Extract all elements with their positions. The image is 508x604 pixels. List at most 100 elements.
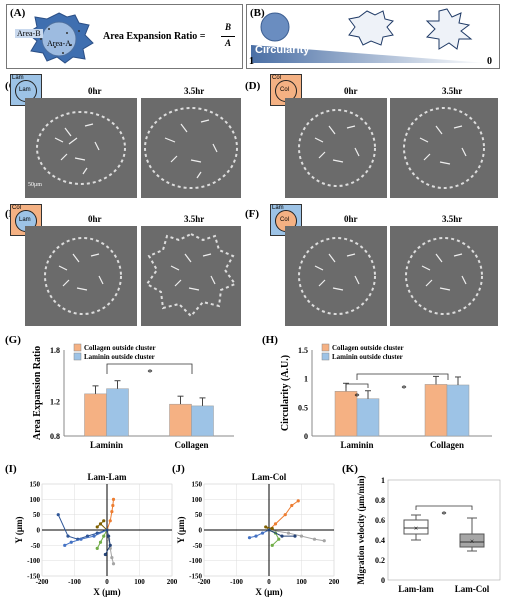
y-tick-label: 100: [30, 496, 41, 504]
trajectory-point: [299, 534, 304, 538]
plot-area: [387, 479, 501, 581]
panel-d-time0: 0hr: [344, 86, 358, 96]
trajectory-point: [92, 534, 96, 538]
circularity-gradient: [251, 8, 487, 63]
panel-a: (A) Area-B Area-A Area Expansion Ratio =…: [6, 4, 243, 69]
x-tick-label: Collagen: [430, 440, 464, 450]
bar: [356, 398, 380, 437]
formula-bar: [221, 36, 235, 37]
y-tick-label: 0.4: [375, 536, 385, 545]
y-axis-label: Y (μm): [14, 516, 24, 543]
trajectory-point: [79, 537, 83, 541]
bar: [424, 384, 448, 437]
x-tick-label: -200: [198, 578, 211, 586]
trajectory-point: [280, 534, 284, 538]
chart-h-svg: 0 0.5 1 1.5 Circularity (A.U.) Laminin Collage…: [280, 343, 492, 450]
panel-d-label: (D): [245, 80, 261, 92]
x-tick-label: 0: [105, 578, 109, 586]
y-tick-label: 0: [381, 576, 385, 585]
circularity-min: 1: [249, 56, 254, 67]
x-tick-label: 200: [167, 578, 178, 586]
trajectory-point: [95, 525, 99, 529]
panel-k-label: (K): [342, 463, 358, 475]
y-tick-label: 100: [192, 496, 203, 504]
y-axis-label: Y (μm): [176, 516, 186, 543]
trajectory-point: [254, 534, 258, 538]
chart-j-svg: Lam-Col -200 -100 0 100 200 150 100 50 0 -50 -100 -1…: [176, 472, 340, 597]
panel-d-image-0hr: [285, 98, 387, 198]
x-tick-label: 0: [267, 578, 271, 586]
trajectory-point: [103, 552, 107, 557]
panel-b: (B) Circularity 1 0: [246, 4, 500, 69]
trajectory-point: [98, 540, 103, 544]
panel-c-time0: 0hr: [88, 86, 102, 96]
y-tick-label: 1.5: [298, 346, 308, 355]
trajectory-line: [268, 500, 299, 531]
x-tick-label: -100: [230, 578, 243, 586]
trajectory-point: [273, 522, 278, 526]
trajectory-point: [108, 543, 112, 547]
scale-bar-label: 50μm: [28, 182, 42, 188]
significance-star: *: [441, 509, 447, 521]
y-tick-label: 0: [199, 527, 203, 535]
panel-d-time1: 3.5hr: [442, 86, 463, 96]
legend-label: Collagen outside cluster: [332, 344, 404, 352]
formula-denominator: A: [225, 38, 232, 48]
trajectory-point: [247, 536, 252, 540]
trajectory-point: [56, 513, 60, 517]
box-mean-marker: ×: [414, 524, 419, 533]
y-tick-label: 1: [381, 476, 385, 485]
panel-a-label: (A): [10, 7, 26, 19]
trajectory-point: [267, 528, 271, 532]
bar: [446, 384, 470, 437]
legend-swatch: [73, 352, 82, 361]
y-tick-label: 0: [37, 527, 41, 535]
x-tick-label: Lam-lam: [398, 584, 434, 594]
trajectory-point: [270, 526, 274, 531]
y-tick-label: -50: [31, 542, 41, 550]
formula-text: Area Expansion Ratio =: [103, 31, 206, 42]
panel-b-label: (B): [250, 7, 265, 19]
panel-j-label: (J): [172, 463, 185, 475]
y-tick-label: 50: [33, 511, 41, 519]
trajectory-point: [110, 510, 114, 514]
y-tick-label: 1: [304, 375, 308, 384]
panel-e-time1: 3.5hr: [184, 214, 205, 224]
trajectory-point: [270, 543, 274, 547]
trajectory-point: [286, 531, 291, 535]
circularity-title: Circularity: [255, 44, 310, 56]
significance-bracket: [415, 505, 473, 510]
trajectory-point: [102, 534, 106, 538]
panel-e-time0: 0hr: [88, 214, 102, 224]
y-tick-label: 1.2: [50, 398, 60, 407]
trajectory-point: [107, 534, 111, 538]
significance-bracket: [356, 373, 449, 380]
panel-c-image-3.5hr: [141, 98, 241, 198]
trajectory-point: [66, 534, 70, 538]
panel-h-label: (H): [262, 334, 278, 346]
y-axis-label: Circularity (A.U.): [280, 355, 291, 431]
x-tick-label: Laminin: [90, 440, 123, 450]
legend-swatch: [73, 343, 82, 352]
circularity-max: 0: [487, 56, 492, 67]
panel-g-label: (G): [5, 334, 21, 346]
trajectory-line: [249, 529, 270, 539]
bar: [84, 393, 107, 437]
area-b-label: Area-B: [15, 29, 43, 38]
trajectory-point: [110, 556, 114, 560]
legend-label: Laminin outside cluster: [332, 353, 403, 361]
chart-title: Lam-Lam: [88, 472, 128, 482]
trajectory-point: [108, 519, 112, 523]
trajectory-point: [95, 546, 99, 550]
x-tick-label: -100: [68, 578, 81, 586]
x-tick-label: 100: [134, 578, 145, 586]
chart-i-svg: Lam-Lam -200 -100 0 100 200 150 100 50 0 -50 -100 -1…: [14, 472, 178, 597]
bar: [106, 388, 129, 437]
y-tick-label: 1.8: [50, 346, 60, 355]
trajectory-point: [69, 540, 73, 544]
panel-f-label: (F): [245, 208, 260, 220]
y-tick-label: -100: [27, 557, 40, 565]
trajectory-point: [111, 497, 116, 501]
y-tick-label: 150: [192, 481, 203, 489]
bar: [169, 403, 192, 437]
